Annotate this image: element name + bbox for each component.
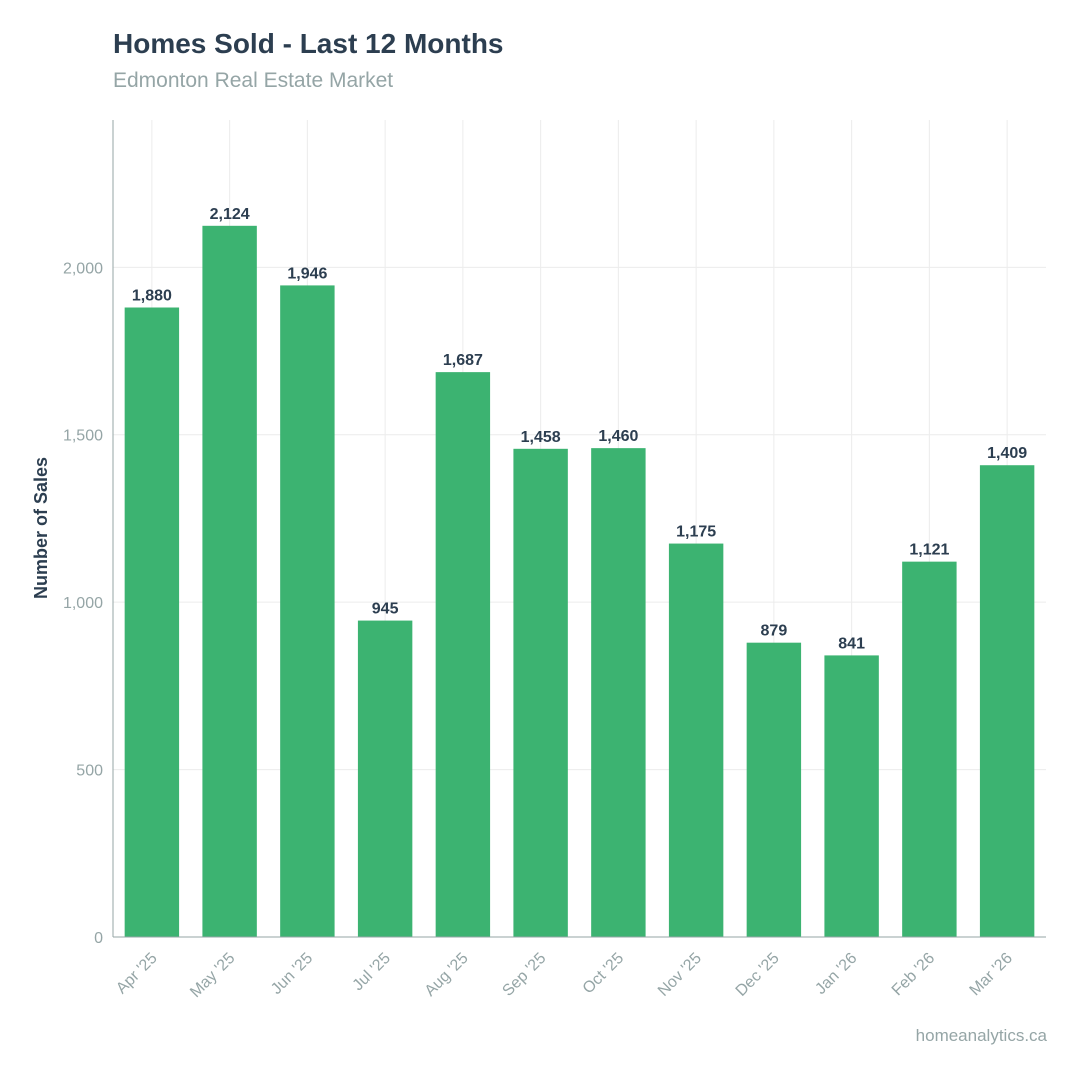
x-tick-label: Dec '25 xyxy=(733,950,783,1000)
bar xyxy=(513,448,568,937)
bar xyxy=(824,655,879,937)
bar-value-label: 879 xyxy=(761,623,788,640)
bar-value-label: 1,121 xyxy=(909,542,949,559)
bar xyxy=(746,642,802,937)
y-tick-label: 1,500 xyxy=(63,428,103,445)
y-tick-label: 2,000 xyxy=(63,260,103,277)
bar xyxy=(979,465,1035,937)
x-tick-label: Jun '25 xyxy=(268,950,316,998)
x-tick-label: Aug '25 xyxy=(422,950,472,1000)
y-tick-label: 1,000 xyxy=(63,595,103,612)
bar-value-label: 945 xyxy=(372,601,399,618)
x-tick-label: Oct '25 xyxy=(580,950,628,998)
bar xyxy=(357,620,413,937)
y-tick-label: 500 xyxy=(76,763,103,780)
bar xyxy=(124,307,180,938)
bar xyxy=(668,543,724,937)
bar xyxy=(202,225,257,937)
chart-subtitle: Edmonton Real Estate Market xyxy=(113,69,394,92)
bar-value-label: 1,460 xyxy=(598,428,638,445)
bar-value-label: 1,687 xyxy=(443,352,483,369)
bar xyxy=(435,372,491,937)
bar-value-label: 1,946 xyxy=(287,265,327,282)
chart-title: Homes Sold - Last 12 Months xyxy=(113,28,504,59)
bar-value-label: 1,175 xyxy=(676,524,716,541)
bar xyxy=(902,561,957,937)
axes-layer xyxy=(112,120,1046,938)
x-tick-label: Nov '25 xyxy=(655,950,705,1000)
bar-value-label: 1,458 xyxy=(521,429,561,446)
x-tick-label: May '25 xyxy=(187,950,238,1001)
source-credit: homeanalytics.ca xyxy=(915,1026,1047,1045)
bar xyxy=(280,285,335,937)
x-tick-label: Apr '25 xyxy=(113,950,161,998)
x-tick-label: Jan '26 xyxy=(812,950,860,998)
bar-value-label: 2,124 xyxy=(210,206,250,223)
x-tick-label: Jul '25 xyxy=(350,950,394,994)
bar-value-label: 1,409 xyxy=(987,445,1027,462)
bar xyxy=(591,448,646,937)
bar-value-label: 1,880 xyxy=(132,288,172,305)
x-tick-label: Mar '26 xyxy=(967,950,1016,999)
bar-value-label: 841 xyxy=(838,635,865,652)
y-tick-label: 0 xyxy=(94,930,103,947)
y-axis-title: Number of Sales xyxy=(31,457,51,599)
x-tick-label: Sep '25 xyxy=(499,950,549,1000)
x-tick-label: Feb '26 xyxy=(889,950,938,999)
bars-layer xyxy=(124,225,1035,938)
